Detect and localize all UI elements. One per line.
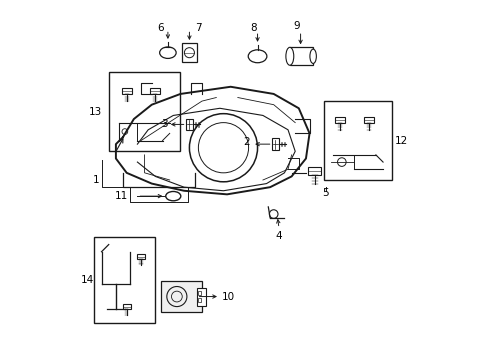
Polygon shape (186, 119, 193, 130)
Text: 9: 9 (294, 21, 300, 31)
Text: 13: 13 (89, 107, 102, 117)
Bar (309, 167, 321, 175)
Bar (335, 117, 345, 123)
Bar (197, 291, 201, 295)
Ellipse shape (248, 50, 267, 63)
Text: 1: 1 (93, 175, 99, 185)
Bar (196, 288, 205, 306)
Text: 11: 11 (115, 191, 128, 201)
Circle shape (270, 210, 278, 219)
Bar (122, 304, 131, 309)
Bar (109, 72, 180, 151)
Bar (197, 298, 201, 302)
Ellipse shape (310, 49, 317, 63)
Bar (290, 47, 313, 65)
Text: 3: 3 (161, 120, 168, 129)
Bar (137, 254, 145, 259)
Text: 14: 14 (80, 275, 94, 285)
Bar (95, 237, 155, 323)
Bar (324, 101, 392, 180)
Bar (161, 282, 202, 312)
Text: 10: 10 (222, 292, 235, 302)
Polygon shape (272, 138, 279, 150)
Text: 6: 6 (157, 23, 164, 33)
Ellipse shape (286, 47, 294, 65)
Bar (122, 88, 132, 94)
Text: 4: 4 (276, 231, 282, 240)
Text: 8: 8 (251, 23, 257, 33)
Text: 7: 7 (195, 23, 202, 33)
Text: 12: 12 (394, 136, 408, 145)
Bar (364, 117, 374, 123)
Ellipse shape (160, 47, 176, 58)
Text: 5: 5 (322, 188, 329, 198)
Bar (181, 43, 197, 62)
Bar (150, 88, 160, 94)
Text: 2: 2 (244, 138, 250, 147)
